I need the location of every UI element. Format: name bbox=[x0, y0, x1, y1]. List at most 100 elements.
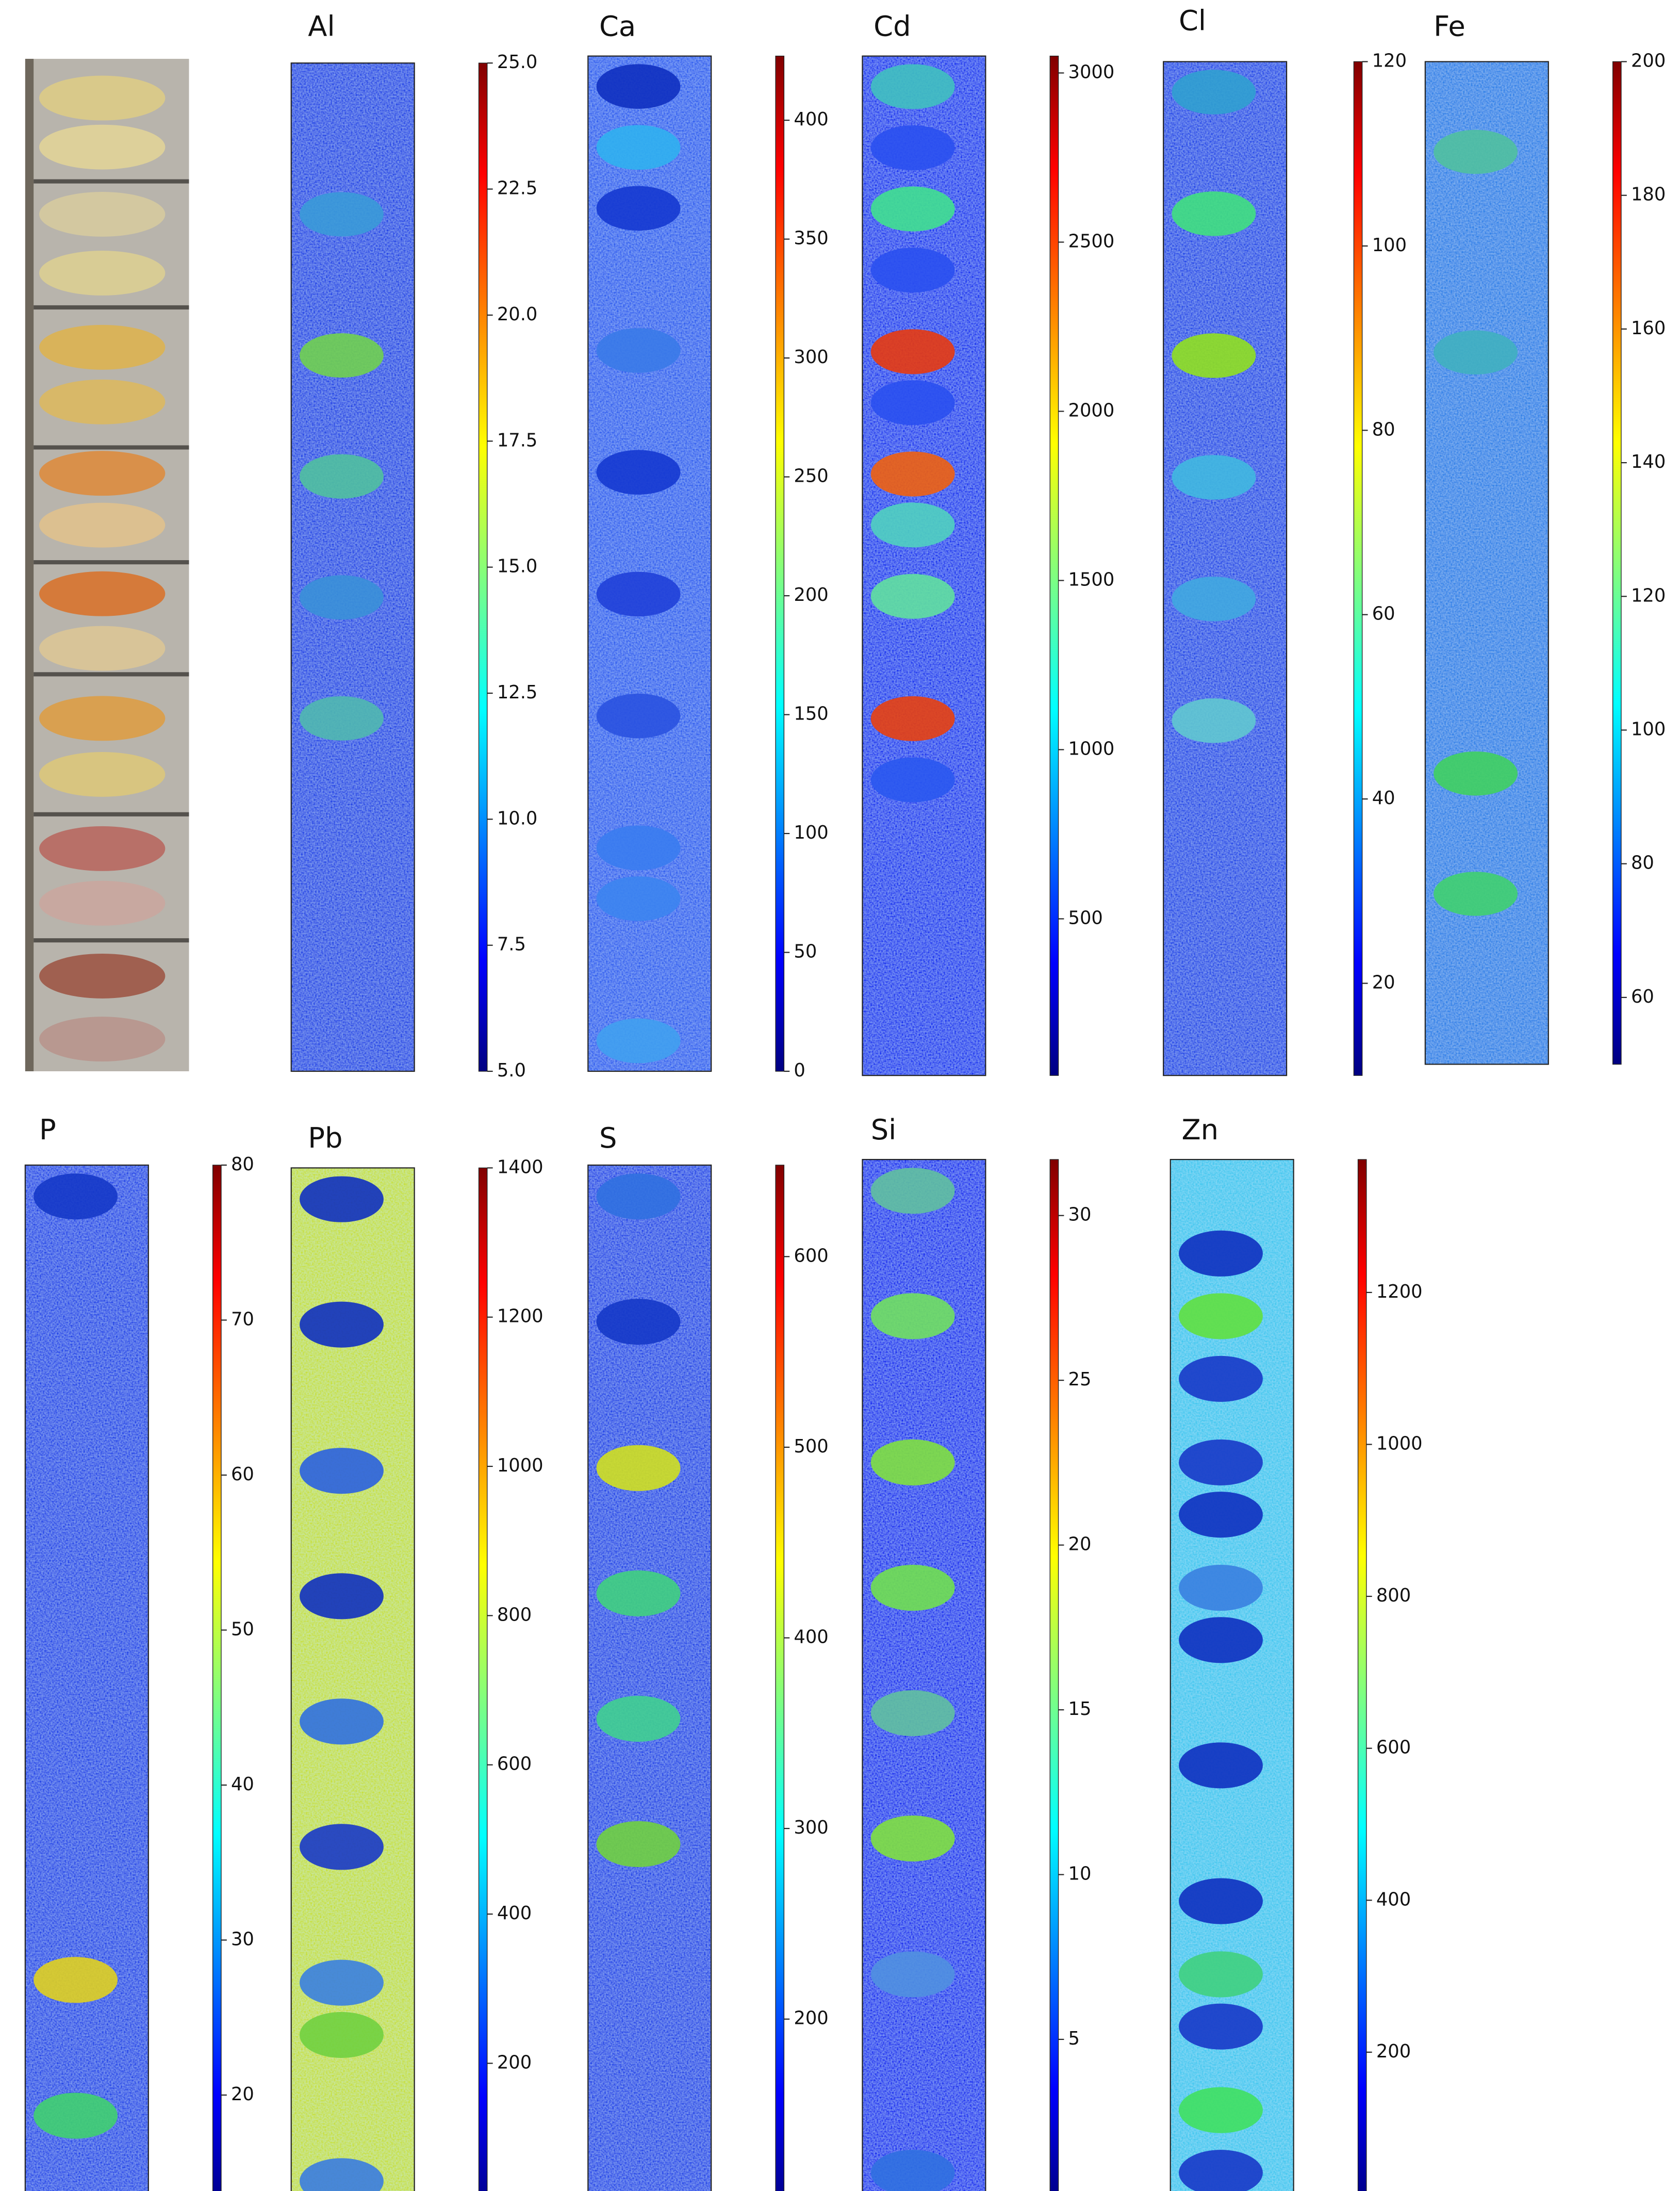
map-region bbox=[300, 1698, 384, 1745]
colorbar-tick-label: 12.5 bbox=[497, 682, 538, 703]
colorbar-tick-label: 60 bbox=[231, 1464, 254, 1485]
colorbar-tick-label: 1200 bbox=[497, 1306, 543, 1327]
paint-swatch bbox=[39, 626, 166, 671]
colorbar-tick-label: 800 bbox=[497, 1604, 532, 1625]
element-map bbox=[1424, 61, 1549, 1065]
element-map bbox=[1170, 1158, 1294, 2191]
map-region bbox=[596, 876, 681, 921]
colorbar-tick-label: 200 bbox=[1376, 2041, 1411, 2062]
element-panel: Zn 200 400 600 800 1000 1200 bbox=[1170, 1114, 1423, 2191]
colorbar-tick-label: 500 bbox=[794, 1436, 828, 1457]
map-region bbox=[34, 2092, 118, 2139]
colorbar-tick-label: 30 bbox=[231, 1928, 254, 1950]
element-panel: S100200300400500600 bbox=[587, 1122, 829, 2191]
map-region bbox=[596, 571, 681, 617]
map-region bbox=[870, 1690, 955, 1737]
map-region bbox=[1172, 698, 1256, 743]
colorbar-tick-label: 140 bbox=[1631, 451, 1666, 472]
colorbar-tick-label: 20 bbox=[1372, 972, 1395, 993]
map-frame bbox=[587, 55, 712, 1072]
map-region bbox=[870, 451, 955, 497]
paint-swatch bbox=[39, 696, 166, 741]
colorbar bbox=[1049, 55, 1059, 1076]
photo-divider bbox=[34, 179, 189, 184]
colorbar-tick-label: 80 bbox=[231, 1154, 254, 1175]
map-region bbox=[596, 64, 681, 109]
colorbar-tick-label: 2000 bbox=[1068, 400, 1115, 421]
map-region bbox=[1434, 751, 1518, 796]
map-region bbox=[1179, 1492, 1263, 1538]
element-map bbox=[290, 1167, 415, 2191]
colorbar-tick-label: 400 bbox=[1376, 1889, 1411, 1910]
panel-title: Cl bbox=[1179, 5, 1206, 37]
colorbar-tick-label: 1000 bbox=[1068, 738, 1115, 759]
map-region bbox=[1179, 1439, 1263, 1485]
colorbar-tick-label: 2500 bbox=[1068, 231, 1115, 252]
colorbar-tick-label: 120 bbox=[1631, 585, 1666, 606]
map-region bbox=[34, 1957, 118, 2003]
map-region bbox=[300, 2158, 384, 2191]
colorbar bbox=[1357, 1159, 1367, 2191]
colorbar-tick-label: 5.0 bbox=[497, 1060, 526, 1081]
colorbar-tick-label: 400 bbox=[794, 109, 828, 130]
map-region bbox=[300, 1959, 384, 2006]
map-region bbox=[1179, 1230, 1263, 1277]
element-map bbox=[1163, 61, 1288, 1076]
map-background bbox=[25, 1165, 149, 2191]
element-map bbox=[862, 1158, 986, 2191]
map-region bbox=[1172, 333, 1256, 378]
map-region bbox=[870, 1951, 955, 1998]
element-panel: Si051015202530 bbox=[862, 1114, 1091, 2191]
colorbar bbox=[478, 1167, 488, 2191]
photo-divider bbox=[34, 560, 189, 565]
map-region bbox=[1434, 129, 1518, 174]
map-region bbox=[1179, 1293, 1263, 1339]
map-frame bbox=[1170, 1158, 1294, 2191]
colorbar-tick-label: 60 bbox=[1631, 986, 1654, 1007]
photo-divider bbox=[34, 938, 189, 943]
colorbar-tick-label: 200 bbox=[794, 2008, 828, 2029]
map-region bbox=[870, 186, 955, 232]
photo-divider bbox=[34, 445, 189, 450]
colorbar-tick-label: 180 bbox=[1631, 184, 1666, 205]
paint-swatch bbox=[39, 752, 166, 797]
colorbar-tick-label: 3000 bbox=[1068, 61, 1115, 83]
element-map bbox=[587, 1164, 712, 2191]
map-region bbox=[596, 1821, 681, 1867]
colorbar bbox=[775, 1165, 785, 2191]
colorbar-tick-label: 600 bbox=[1376, 1737, 1411, 1758]
colorbar-tick-label: 20.0 bbox=[497, 304, 538, 325]
map-region bbox=[870, 1816, 955, 1862]
map-region bbox=[870, 757, 955, 803]
colorbar-tick-label: 20 bbox=[231, 2084, 254, 2105]
colorbar-tick-label: 1000 bbox=[1376, 1433, 1423, 1454]
colorbar-tick-label: 25.0 bbox=[497, 52, 538, 73]
colorbar bbox=[478, 62, 488, 1072]
colorbar-tick-label: 80 bbox=[1631, 853, 1654, 874]
map-region bbox=[870, 64, 955, 109]
colorbar-tick-label: 50 bbox=[794, 941, 817, 962]
map-region bbox=[1179, 1564, 1263, 1611]
map-region bbox=[1179, 2087, 1263, 2133]
map-frame bbox=[587, 1164, 712, 2191]
map-region bbox=[596, 1173, 681, 1220]
paint-swatch bbox=[39, 826, 166, 871]
colorbar-tick-label: 600 bbox=[794, 1245, 828, 1266]
element-map bbox=[290, 62, 415, 1072]
panel-title: S bbox=[599, 1122, 617, 1154]
panel-title: Zn bbox=[1181, 1114, 1218, 1146]
colorbar-tick-label: 25 bbox=[1068, 1369, 1092, 1390]
colorbar-tick-label: 300 bbox=[794, 347, 828, 368]
colorbar-tick-label: 120 bbox=[1372, 51, 1407, 72]
panel-title: Cd bbox=[874, 10, 911, 42]
element-panel: Cd 500 1000 1500 2000 2500 3000 bbox=[862, 10, 1115, 1076]
map-region bbox=[596, 328, 681, 373]
map-region bbox=[596, 125, 681, 170]
colorbar-tick-label: 300 bbox=[794, 1817, 828, 1838]
colorbar-tick-label: 600 bbox=[497, 1754, 532, 1775]
colorbar-tick-label: 60 bbox=[1372, 603, 1395, 625]
photo-edge bbox=[25, 59, 34, 1072]
colorbar bbox=[1612, 61, 1622, 1065]
